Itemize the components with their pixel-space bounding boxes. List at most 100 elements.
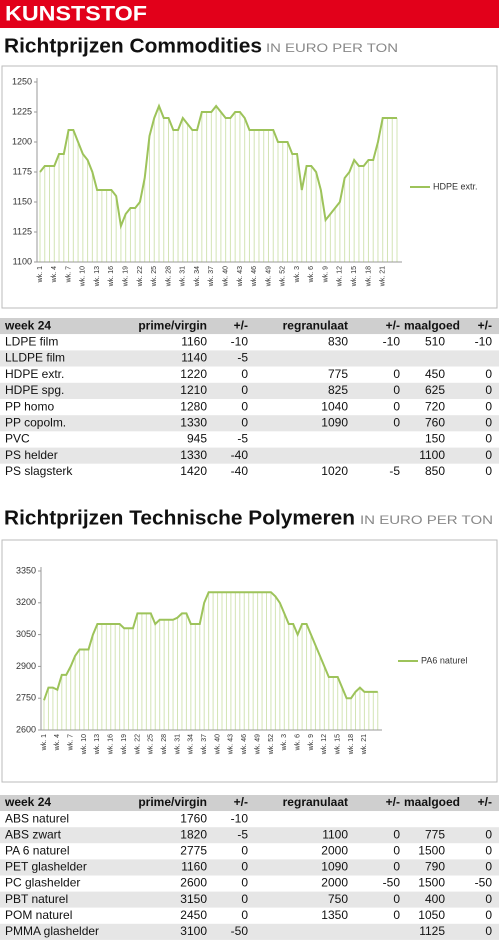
- table-cell: 0: [485, 827, 492, 841]
- table-cell: 825: [328, 383, 348, 397]
- x-tick-label: wk. 3: [294, 266, 301, 283]
- y-tick-label: 1150: [13, 196, 32, 206]
- x-tick-label: wk. 15: [335, 734, 342, 755]
- table-row-bg: [0, 382, 499, 399]
- row-label: PVC: [5, 432, 30, 446]
- table-cell: 0: [485, 383, 492, 397]
- table-header-bg: [0, 318, 499, 335]
- x-tick-label: wk. 7: [68, 734, 75, 751]
- table-cell: 1090: [321, 415, 348, 429]
- y-tick-label: 3050: [16, 629, 36, 639]
- table-cell: 0: [485, 367, 492, 381]
- table-cell: 1100: [322, 827, 348, 841]
- row-label: HDPE extr.: [5, 367, 64, 381]
- x-tick-label: wk. 40: [214, 734, 221, 755]
- y-tick-label: 1100: [13, 256, 32, 266]
- table-row-bg: [0, 415, 499, 432]
- table-cell: 1210: [180, 383, 207, 397]
- y-tick-label: 1200: [12, 136, 32, 146]
- x-tick-label: wk. 52: [280, 266, 287, 287]
- table-cell: 0: [393, 908, 400, 922]
- section-unit: IN EURO PER TON: [266, 41, 398, 55]
- table-cell: 0: [485, 924, 492, 938]
- table-cell: 0: [241, 908, 248, 922]
- y-tick-label: 3200: [16, 597, 36, 607]
- x-tick-label: wk. 13: [94, 734, 101, 755]
- table-cell: 0: [485, 844, 492, 858]
- table-cell: -5: [389, 464, 400, 478]
- row-label: PP copolm.: [5, 415, 66, 429]
- table-cell: 0: [485, 448, 492, 462]
- table-cell: 1160: [181, 334, 207, 348]
- x-tick-label: wk. 10: [81, 734, 88, 755]
- table-cell: 0: [393, 844, 400, 858]
- table-cell: 1420: [180, 464, 207, 478]
- column-header: maalgoed: [404, 318, 460, 332]
- column-header: prime/virgin: [138, 795, 207, 809]
- table-cell: 625: [425, 383, 445, 397]
- table-cell: 0: [485, 415, 492, 429]
- table-cell: -10: [475, 334, 493, 348]
- x-tick-label: wk. 3: [281, 734, 288, 751]
- row-label: PS helder: [5, 448, 58, 462]
- table-cell: 760: [425, 415, 445, 429]
- table-row-bg: [0, 891, 499, 908]
- column-header: prime/virgin: [138, 318, 207, 332]
- table-cell: 0: [241, 415, 248, 429]
- column-header: regranulaat: [283, 318, 348, 332]
- table-cell: 0: [241, 367, 248, 381]
- table-cell: 0: [393, 399, 400, 413]
- row-label: PMMA glashelder: [5, 924, 99, 938]
- x-tick-label: wk. 6: [294, 734, 301, 751]
- table-cell: 0: [241, 876, 248, 890]
- table-cell: 2000: [321, 844, 348, 858]
- column-header: week 24: [4, 795, 51, 809]
- table-cell: 510: [425, 334, 445, 348]
- table-cell: 750: [328, 892, 348, 906]
- table-cell: 0: [241, 860, 248, 874]
- row-label: ABS naturel: [5, 811, 69, 825]
- x-tick-label: wk. 46: [241, 734, 248, 755]
- column-header: regranulaat: [283, 795, 348, 809]
- column-header: week 24: [4, 318, 51, 332]
- row-label: PBT naturel: [5, 892, 68, 906]
- table-cell: 850: [425, 464, 445, 478]
- y-tick-label: 2900: [16, 661, 36, 671]
- table-cell: 0: [485, 399, 492, 413]
- x-tick-label: wk. 34: [194, 266, 201, 287]
- x-tick-label: wk. 19: [123, 266, 130, 287]
- y-tick-label: 2600: [16, 724, 36, 734]
- table-cell: -10: [383, 334, 401, 348]
- table-cell: 1050: [418, 908, 445, 922]
- table-cell: -40: [231, 464, 249, 478]
- series-line: [43, 591, 378, 701]
- x-tick-label: wk. 19: [121, 734, 128, 755]
- table-cell: 0: [485, 860, 492, 874]
- x-tick-label: wk. 31: [180, 266, 187, 287]
- y-tick-label: 1125: [13, 226, 32, 236]
- x-tick-label: wk. 43: [228, 734, 235, 755]
- x-tick-label: wk. 43: [237, 266, 244, 287]
- y-tick-label: 3350: [16, 565, 36, 575]
- x-tick-label: wk. 18: [365, 266, 372, 287]
- table-cell: 0: [241, 399, 248, 413]
- table-cell: 1040: [321, 399, 348, 413]
- table-cell: 1090: [321, 860, 348, 874]
- y-tick-label: 1250: [12, 76, 32, 86]
- x-tick-label: wk. 4: [51, 266, 58, 283]
- series-line: [39, 103, 397, 230]
- x-tick-label: wk. 21: [361, 734, 368, 755]
- column-header: +/-: [478, 795, 492, 809]
- x-tick-label: wk. 31: [174, 734, 181, 755]
- x-tick-label: wk. 22: [134, 734, 141, 755]
- table-cell: -50: [383, 876, 401, 890]
- table-cell: -5: [237, 827, 248, 841]
- table-cell: -50: [231, 924, 249, 938]
- table-row-bg: [0, 907, 499, 924]
- x-tick-label: wk. 4: [54, 734, 61, 751]
- x-tick-label: wk. 40: [222, 266, 229, 287]
- x-tick-label: wk. 1: [37, 266, 44, 283]
- table-cell: -10: [231, 811, 249, 825]
- table-row-bg: [0, 827, 499, 844]
